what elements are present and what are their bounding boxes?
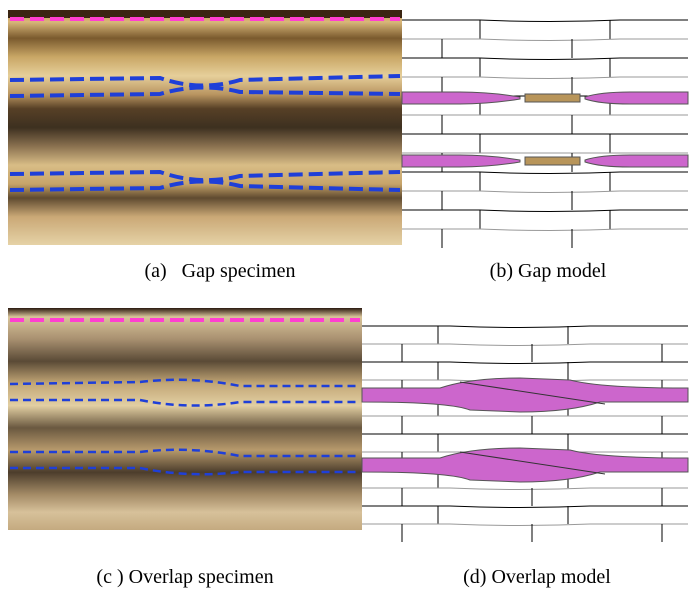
figure: (a) Gap specimen (b) Gap model (c ) Over… bbox=[0, 0, 689, 592]
specimen-image bbox=[8, 308, 362, 530]
model-area bbox=[362, 318, 688, 540]
caption: (d) Overlap model bbox=[463, 566, 611, 589]
figure-art bbox=[0, 0, 689, 592]
gap-resin bbox=[525, 94, 580, 102]
specimen-edge bbox=[8, 10, 402, 18]
caption: (a) Gap specimen bbox=[144, 260, 295, 283]
caption: (c ) Overlap specimen bbox=[96, 566, 273, 589]
gap-resin bbox=[525, 157, 580, 165]
specimen-image bbox=[8, 10, 402, 245]
caption: (b) Gap model bbox=[490, 260, 607, 283]
